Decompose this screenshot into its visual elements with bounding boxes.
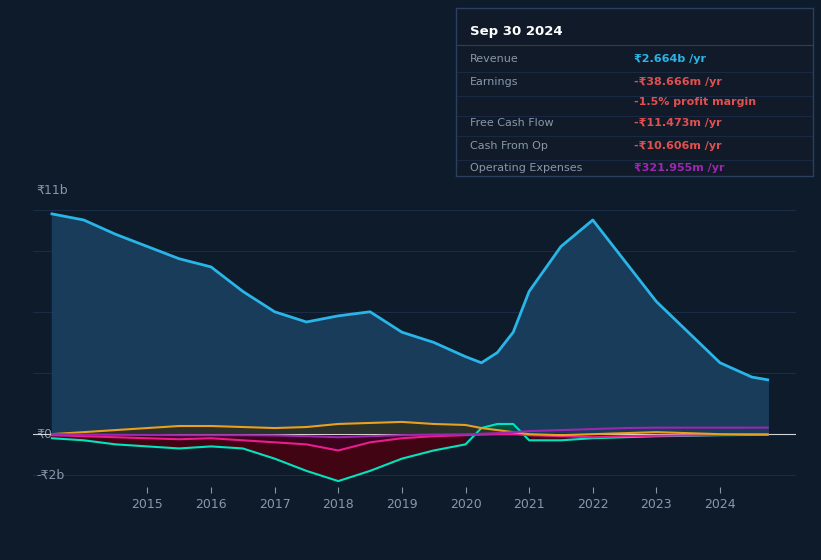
Text: Sep 30 2024: Sep 30 2024 — [470, 25, 562, 38]
Text: Earnings: Earnings — [470, 77, 518, 87]
Text: ₹0: ₹0 — [37, 428, 53, 441]
Text: ₹321.955m /yr: ₹321.955m /yr — [635, 163, 725, 173]
Text: Cash From Op: Cash From Op — [470, 141, 548, 151]
Text: -₹11.473m /yr: -₹11.473m /yr — [635, 118, 722, 128]
Text: Operating Expenses: Operating Expenses — [470, 163, 582, 173]
Text: -₹38.666m /yr: -₹38.666m /yr — [635, 77, 722, 87]
Text: -₹2b: -₹2b — [37, 469, 65, 482]
Text: -₹10.606m /yr: -₹10.606m /yr — [635, 141, 722, 151]
Text: Free Cash Flow: Free Cash Flow — [470, 118, 553, 128]
Text: -1.5% profit margin: -1.5% profit margin — [635, 97, 756, 108]
Text: ₹2.664b /yr: ₹2.664b /yr — [635, 54, 706, 64]
Text: Revenue: Revenue — [470, 54, 519, 64]
Text: ₹11b: ₹11b — [37, 184, 68, 197]
